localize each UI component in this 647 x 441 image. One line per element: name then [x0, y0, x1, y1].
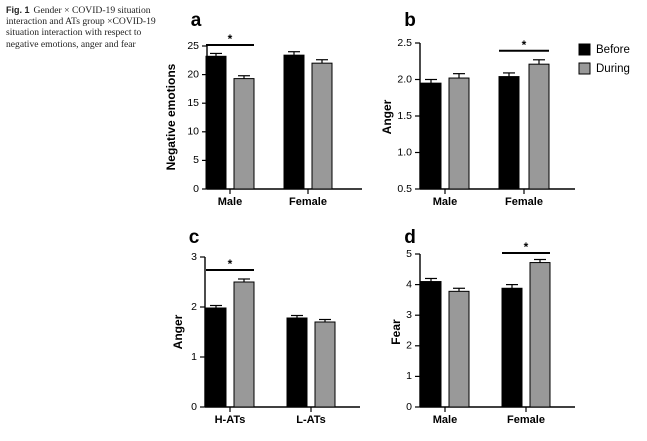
panel-b-y-tick-label: 1.5 — [397, 110, 412, 122]
panel-c-significance-marker: * — [228, 257, 233, 271]
panel-c-y-tick-label: 3 — [191, 251, 197, 263]
panel-b-y-tick-label: 1.0 — [397, 146, 412, 158]
panel-a-y-axis-label: Negative emotions — [164, 63, 178, 170]
panel-c-bar-h-ats-before — [205, 307, 227, 408]
panel-c-letter: c — [189, 227, 200, 248]
panel-a-bar-male-during — [233, 78, 255, 190]
panel-c-bar-h-ats-during — [233, 281, 255, 408]
panel-d-bar-male-before — [420, 281, 442, 408]
panel-c-category-label-h-ats: H-ATs — [215, 414, 246, 426]
panel-b-significance-marker: * — [522, 38, 527, 52]
panel-c-bar-l-ats-before — [286, 317, 308, 408]
panel-d-category-label-female: Female — [507, 414, 545, 426]
panel-c-y-axis-label: Anger — [171, 314, 185, 349]
panel-b-bar-female-during — [528, 63, 550, 190]
panel-d-y-tick-label: 2 — [406, 340, 412, 352]
panel-c-bar-l-ats-during — [314, 321, 336, 408]
panel-a-significance-marker: * — [228, 32, 233, 46]
figure-caption: Fig. 1 Gender × COVID-19 situation intera… — [6, 5, 164, 50]
panel-d-y-tick-label: 3 — [406, 309, 412, 321]
panel-a-y-tick-label: 10 — [187, 126, 199, 138]
panel-b-bar-male-before — [420, 82, 442, 190]
legend-swatch-before — [578, 43, 591, 56]
panel-c-category-label-l-ats: L-ATs — [296, 414, 326, 426]
legend-swatch-during — [578, 62, 591, 75]
panel-d-significance-marker: * — [524, 240, 529, 254]
panel-d-y-tick-label: 4 — [406, 278, 412, 290]
panel-a-y-tick-label: 20 — [187, 68, 199, 80]
panel-a-letter: a — [191, 10, 202, 31]
panel-b-y-tick-label: 2.0 — [397, 73, 412, 85]
panel-b-category-label-female: Female — [505, 196, 543, 208]
panel-d-y-tick-label: 0 — [406, 401, 412, 413]
panel-d-bar-male-during — [448, 290, 470, 408]
panel-a-category-label-female: Female — [289, 196, 327, 208]
panel-b-letter: b — [404, 10, 416, 31]
panel-b-y-tick-label: 0.5 — [397, 183, 412, 195]
panel-d-letter: d — [404, 227, 416, 248]
panel-d-y-tick-label: 1 — [406, 370, 412, 382]
panel-c-y-tick-label: 0 — [191, 401, 197, 413]
legend-label-during: During — [596, 63, 630, 75]
panel-d-y-tick-label: 5 — [406, 248, 412, 260]
panel-b-y-axis-label: Anger — [380, 99, 394, 134]
panel-a-y-tick-label: 0 — [193, 183, 199, 195]
panel-b-bar-male-during — [448, 77, 470, 190]
panel-c-y-tick-label: 2 — [191, 301, 197, 313]
panel-a-bar-female-before — [283, 54, 305, 190]
panel-a-bar-female-during — [311, 62, 333, 190]
panel-d-bar-female-during — [529, 262, 551, 408]
panel-a-y-tick-label: 5 — [193, 154, 199, 166]
legend-label-before: Before — [596, 44, 630, 56]
panel-b-bar-female-before — [498, 76, 520, 190]
panel-a-bar-male-before — [205, 55, 227, 190]
caption-text: Gender × COVID-19 situation interaction … — [6, 5, 156, 50]
panel-c-y-tick-label: 1 — [191, 351, 197, 363]
panel-b-y-tick-label: 2.5 — [397, 37, 412, 49]
panel-d-y-axis-label: Fear — [389, 319, 403, 345]
panel-d-category-label-male: Male — [433, 414, 457, 426]
panel-d-bar-female-before — [501, 287, 523, 408]
panel-a-y-tick-label: 15 — [187, 97, 199, 109]
panel-b-category-label-male: Male — [433, 196, 457, 208]
figure-label: Fig. 1 — [6, 5, 30, 15]
panel-a-category-label-male: Male — [218, 196, 242, 208]
panel-a-y-tick-label: 25 — [187, 40, 199, 52]
